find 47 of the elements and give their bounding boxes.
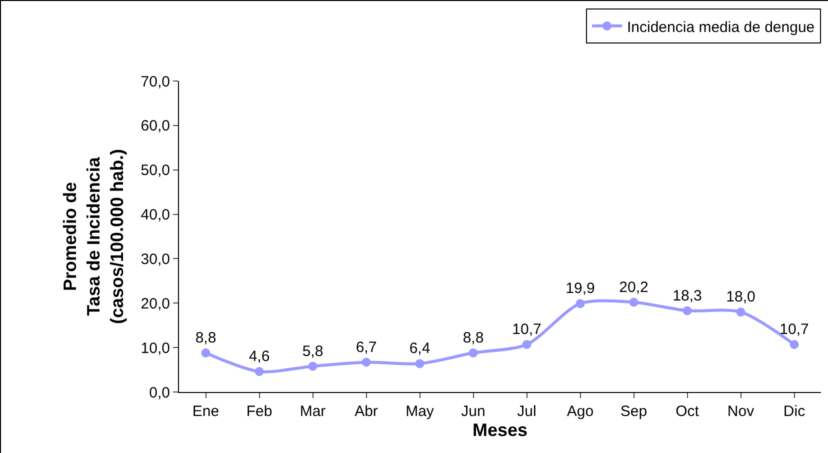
x-tick-label: May — [406, 403, 434, 420]
data-label: 4,6 — [248, 348, 270, 366]
data-label: 8,8 — [195, 330, 216, 347]
x-tick-label: Jul — [517, 403, 536, 420]
point — [201, 348, 210, 358]
y-tick-label: 70,0 — [140, 73, 170, 90]
legend-label: Incidencia media de dengue — [627, 18, 815, 36]
y-tick-label: 0,0 — [149, 384, 170, 402]
y-tick-label: 60,0 — [140, 118, 170, 135]
point — [468, 348, 478, 358]
x-tick-label: Jun — [461, 403, 486, 420]
point — [682, 306, 692, 316]
x-tick-label: Oct — [676, 403, 700, 420]
x-tick-label: Ene — [192, 403, 220, 420]
point — [522, 340, 532, 349]
point — [308, 362, 318, 371]
point — [576, 299, 585, 308]
data-label: 6,7 — [356, 338, 377, 356]
x-tick-label: Ago — [566, 403, 594, 420]
point — [415, 359, 424, 368]
data-label: 18,0 — [726, 288, 756, 306]
y-tick-label: 40,0 — [140, 206, 170, 224]
point — [362, 358, 371, 367]
point — [790, 340, 799, 349]
data-label: 10,7 — [780, 321, 809, 338]
y-axis-title: Promedio de Tasa de Incidencia (casos/100.000 hab.) — [60, 148, 127, 324]
x-tick-label: Sep — [620, 403, 648, 420]
y-tick-label: 10,0 — [140, 340, 170, 357]
y-tick-label: 30,0 — [140, 250, 170, 268]
point — [629, 298, 638, 307]
data-label: 20,2 — [619, 278, 648, 296]
data-label: 6,4 — [409, 340, 430, 358]
data-label: 18,3 — [672, 287, 702, 304]
x-tick-label: Nov — [727, 403, 755, 420]
point — [736, 308, 746, 317]
x-tick-label: Abr — [354, 403, 378, 420]
x-tick-label: Mar — [300, 403, 326, 420]
x-tick-label: Feb — [246, 403, 272, 420]
point — [254, 367, 264, 376]
y-tick-label: 20,0 — [140, 295, 170, 312]
data-label: 10,7 — [512, 321, 542, 338]
x-tick-label: Dic — [783, 403, 806, 420]
x-axis-title: Meses — [472, 420, 528, 440]
data-label: 8,8 — [462, 330, 484, 347]
y-tick-label: 50,0 — [140, 162, 170, 180]
data-label: 5,8 — [302, 342, 324, 360]
data-label: 19,9 — [566, 280, 595, 298]
